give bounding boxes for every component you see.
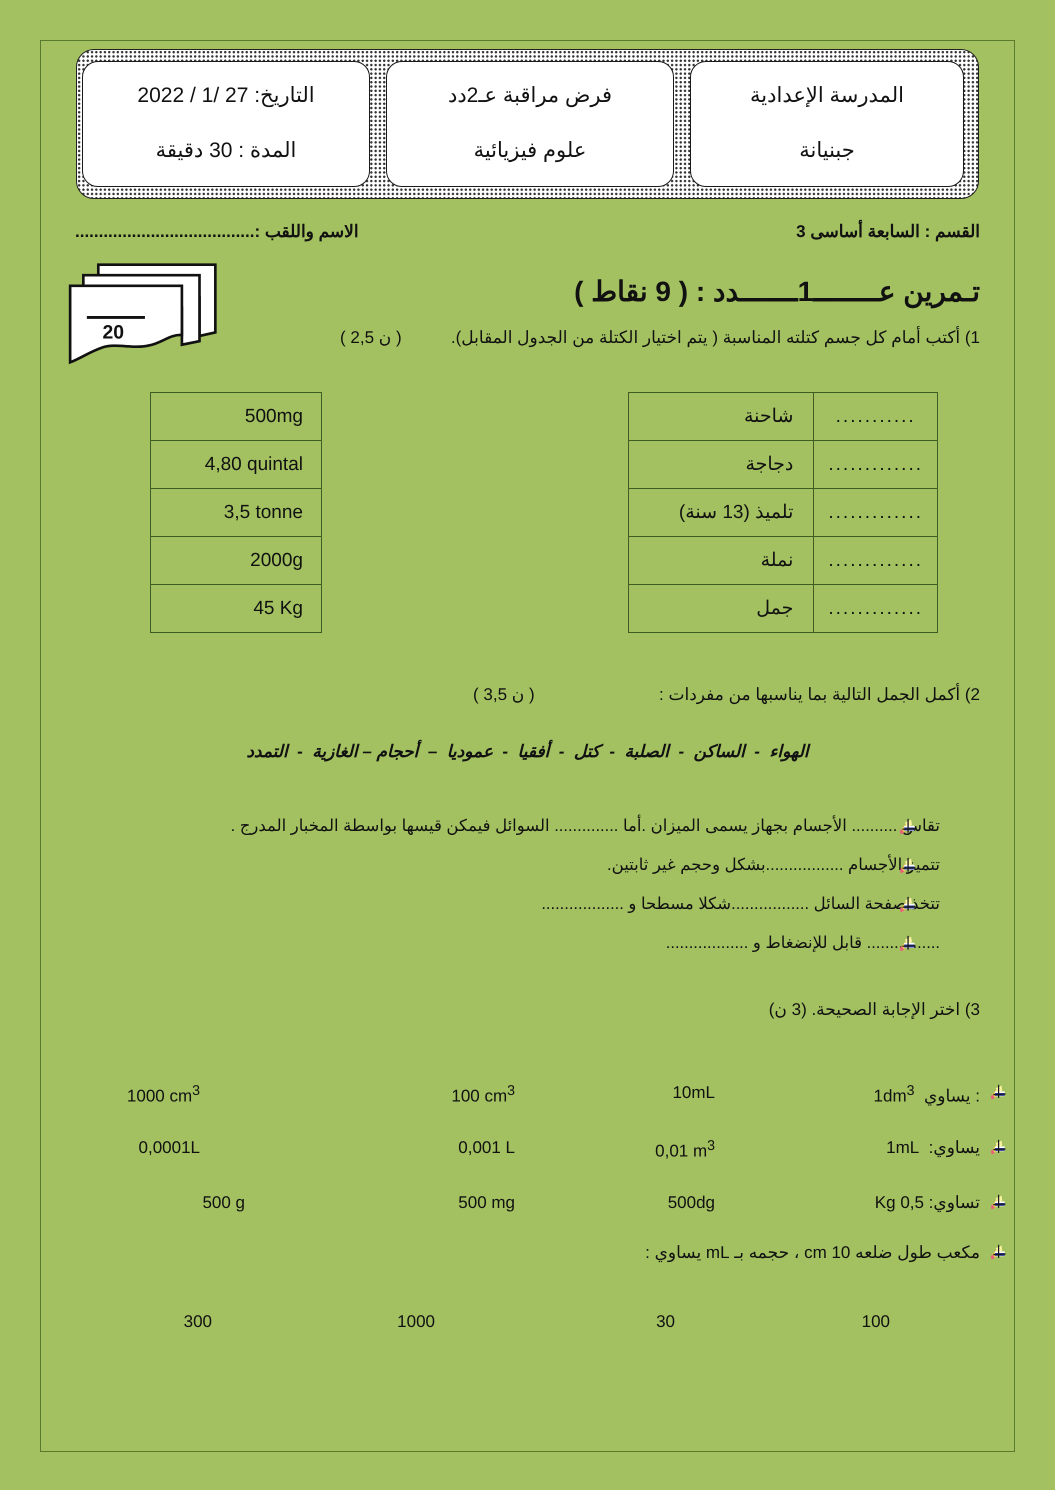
svg-text:20: 20 [102,321,124,343]
